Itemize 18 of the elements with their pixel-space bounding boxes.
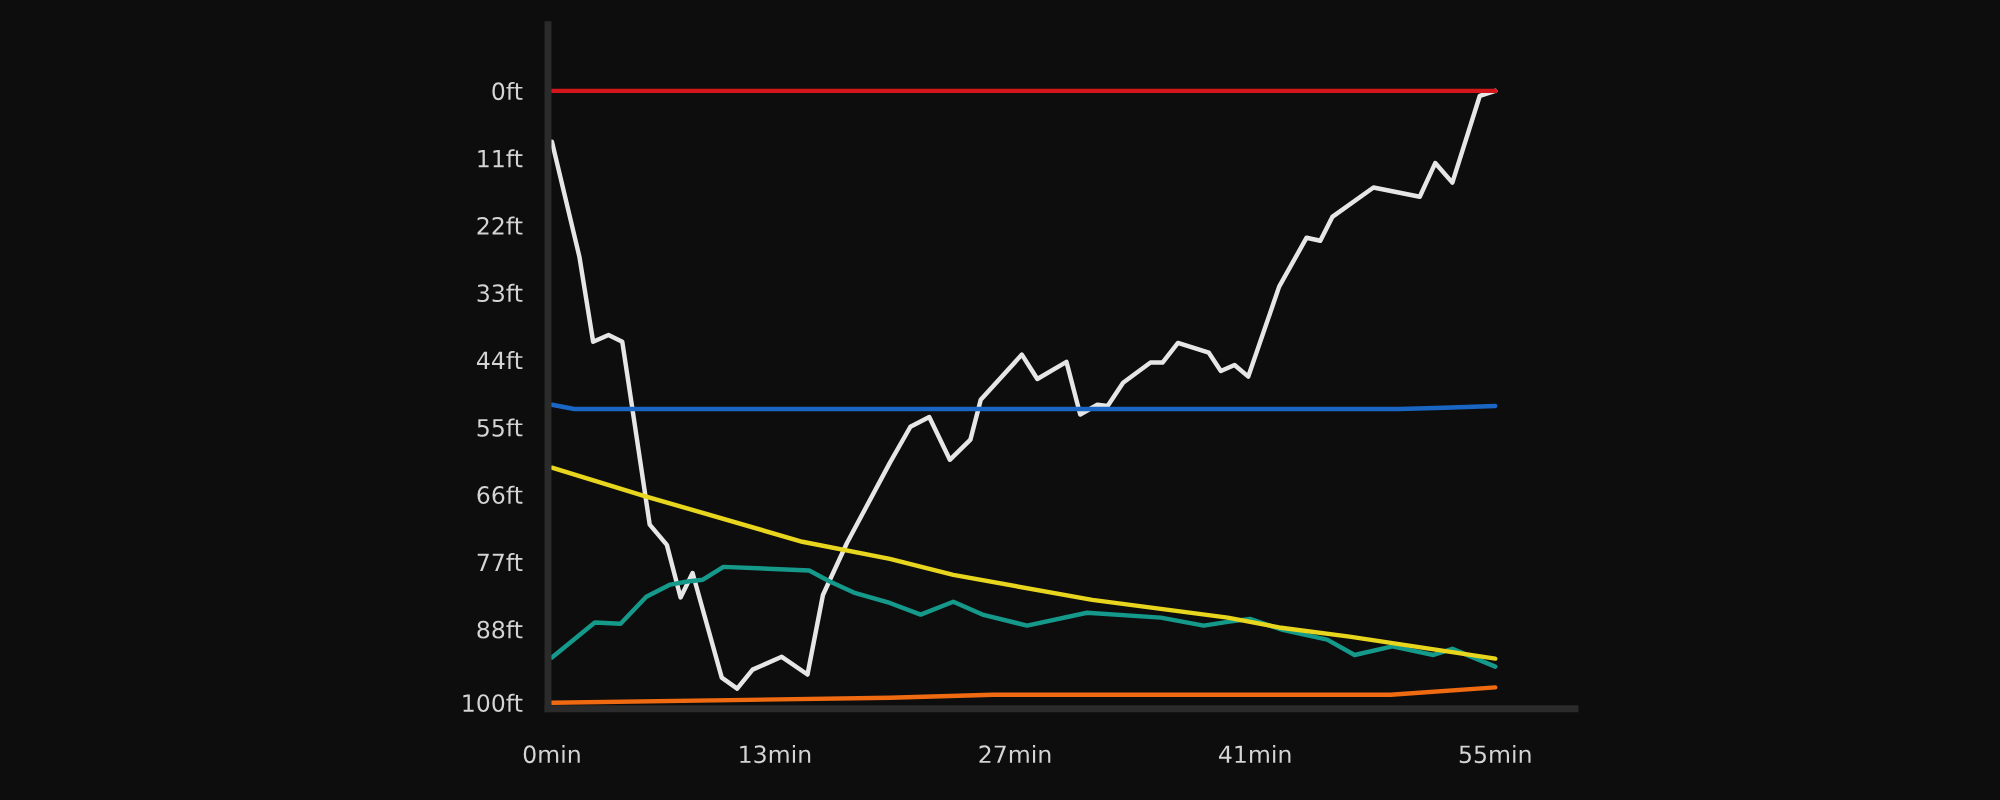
y-tick-label: 44ft [476, 351, 523, 370]
line-series [549, 685, 1498, 705]
x-tick-label: 13min [740, 744, 811, 764]
y-tick-label: 0ft [492, 81, 523, 101]
x-tick-label: 55min [1459, 744, 1531, 764]
y-tick-label: 88ft [477, 620, 523, 639]
y-tick-label: 33ft [477, 283, 523, 303]
y-tick-label: 55ft [477, 418, 523, 437]
y-tick-label: 100ft [463, 693, 523, 712]
y-tick-label: 11ft [478, 149, 523, 168]
line-series [549, 564, 1498, 669]
y-tick-label: 66ft [477, 485, 523, 504]
x-tick-label: 41min [1219, 744, 1291, 763]
x-tick-label: 0min [523, 744, 580, 764]
y-tick-label: 77ft [477, 553, 523, 571]
y-tick-label: 22ft [477, 216, 523, 235]
x-tick-label: 27min [979, 744, 1051, 763]
line-series [549, 465, 1498, 661]
